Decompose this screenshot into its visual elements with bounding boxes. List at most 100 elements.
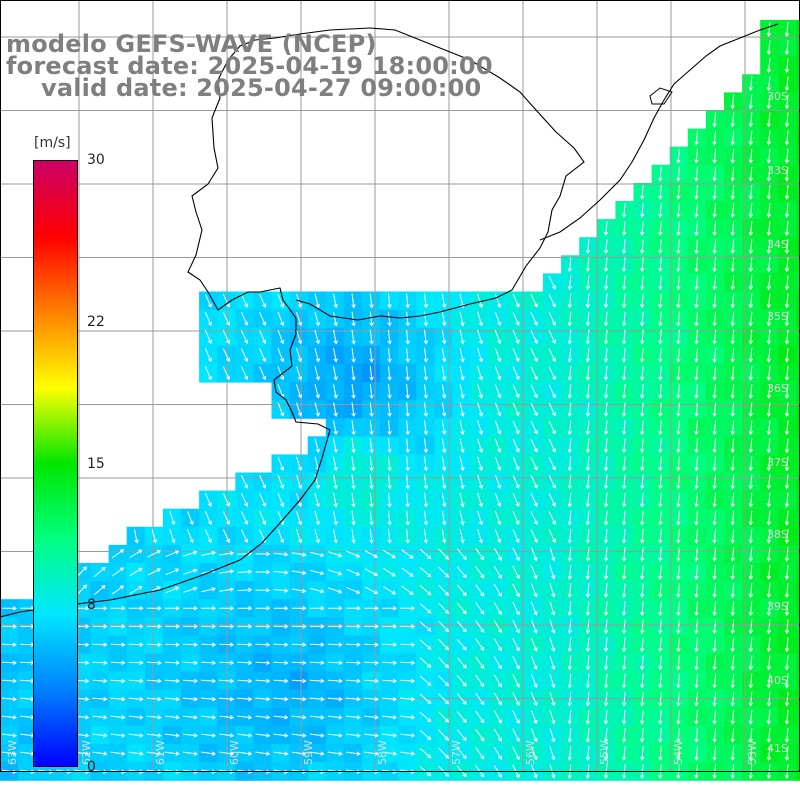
wind-arrow <box>441 420 447 436</box>
wind-arrow <box>658 492 663 508</box>
wind-arrow <box>419 585 432 596</box>
wind-arrow <box>548 348 556 363</box>
wind-arrow <box>530 619 538 634</box>
wind-arrow <box>277 330 285 345</box>
wind-arrow <box>585 655 591 671</box>
wind-arrow <box>748 601 753 617</box>
wind-arrow <box>730 184 735 200</box>
wind-arrow <box>277 293 285 308</box>
wind-arrow <box>477 474 484 490</box>
wind-arrow <box>585 528 591 544</box>
wind-arrow <box>382 567 396 577</box>
wind-arrow <box>676 456 681 472</box>
wind-arrow <box>222 312 231 326</box>
wind-arrow <box>475 692 485 706</box>
wind-arrow <box>567 293 572 309</box>
wind-arrow <box>387 456 392 472</box>
wind-arrow <box>603 637 609 653</box>
wind-arrow <box>164 696 180 702</box>
wind-arrow <box>658 293 663 309</box>
wind-arrow <box>201 715 217 720</box>
wind-arrow <box>240 348 249 363</box>
wind-arrow <box>291 624 307 629</box>
wind-arrow <box>658 239 663 255</box>
wind-arrow <box>387 528 392 544</box>
wind-arrow <box>2 715 17 720</box>
wind-arrow <box>585 619 591 635</box>
wind-arrow <box>441 384 447 399</box>
wind-arrow <box>585 275 591 291</box>
wind-arrow <box>277 311 285 327</box>
speed-cell <box>796 418 800 437</box>
wind-arrow <box>748 727 753 743</box>
wind-arrow <box>291 570 307 575</box>
wind-arrow <box>92 642 108 647</box>
wind-arrow <box>585 746 591 761</box>
wind-arrow <box>369 311 374 327</box>
wind-arrow <box>459 438 465 454</box>
wind-arrow <box>204 511 212 526</box>
wind-arrow <box>712 257 717 273</box>
wind-arrow <box>712 438 717 454</box>
wind-arrow <box>204 529 212 544</box>
wind-arrow <box>549 583 556 598</box>
colorbar-unit: [m/s] <box>34 135 71 151</box>
wind-arrow <box>621 709 627 725</box>
wind-arrow <box>694 709 699 725</box>
wind-arrow <box>530 547 538 562</box>
wind-arrow <box>219 696 235 702</box>
wind-arrow <box>129 586 143 595</box>
wind-arrow <box>475 547 485 561</box>
wind-arrow <box>369 365 374 381</box>
wind-arrow <box>441 456 447 472</box>
wind-arrow <box>730 347 735 363</box>
wind-arrow <box>603 492 609 508</box>
wind-arrow <box>475 620 485 633</box>
wind-arrow <box>419 548 432 560</box>
wind-arrow <box>621 746 627 761</box>
lon-label: 59W <box>302 740 315 765</box>
wind-arrow <box>201 751 217 756</box>
wind-arrow <box>204 493 212 507</box>
wind-arrow <box>585 239 591 255</box>
wind-arrow <box>204 348 212 363</box>
wind-arrow <box>327 751 343 756</box>
wind-arrow <box>328 569 343 576</box>
wind-arrow <box>456 584 467 597</box>
wind-arrow <box>493 692 502 706</box>
wind-arrow <box>387 474 392 490</box>
wind-arrow <box>676 384 681 399</box>
wind-arrow <box>530 565 538 580</box>
wind-arrow <box>766 58 772 74</box>
wind-arrow <box>333 420 338 436</box>
wind-arrow <box>259 366 267 381</box>
wind-arrow <box>237 678 253 684</box>
speed-cell <box>796 237 800 256</box>
wind-arrow <box>400 751 416 756</box>
wind-arrow <box>351 510 356 526</box>
wind-arrow <box>784 293 790 309</box>
wind-arrow <box>494 366 502 381</box>
wind-arrow <box>76 566 88 578</box>
wind-arrow <box>351 329 356 345</box>
wind-arrow <box>784 166 790 182</box>
wind-arrow <box>493 601 502 616</box>
speed-cell <box>796 400 800 419</box>
wind-arrow <box>419 711 432 723</box>
wind-arrow <box>748 130 753 146</box>
wind-arrow <box>567 510 572 526</box>
wind-arrow <box>567 546 572 562</box>
wind-arrow <box>456 747 467 760</box>
wind-arrow <box>694 166 699 182</box>
wind-arrow <box>364 733 379 738</box>
wind-arrow <box>475 602 485 615</box>
wind-arrow <box>658 746 663 761</box>
wind-arrow <box>712 203 717 218</box>
wind-arrow <box>585 637 591 653</box>
wind-arrow <box>548 420 556 435</box>
wind-arrow <box>603 583 609 599</box>
wind-arrow <box>291 642 307 647</box>
wind-arrow <box>730 456 735 472</box>
wind-arrow <box>259 311 267 326</box>
wind-arrow <box>419 748 432 759</box>
